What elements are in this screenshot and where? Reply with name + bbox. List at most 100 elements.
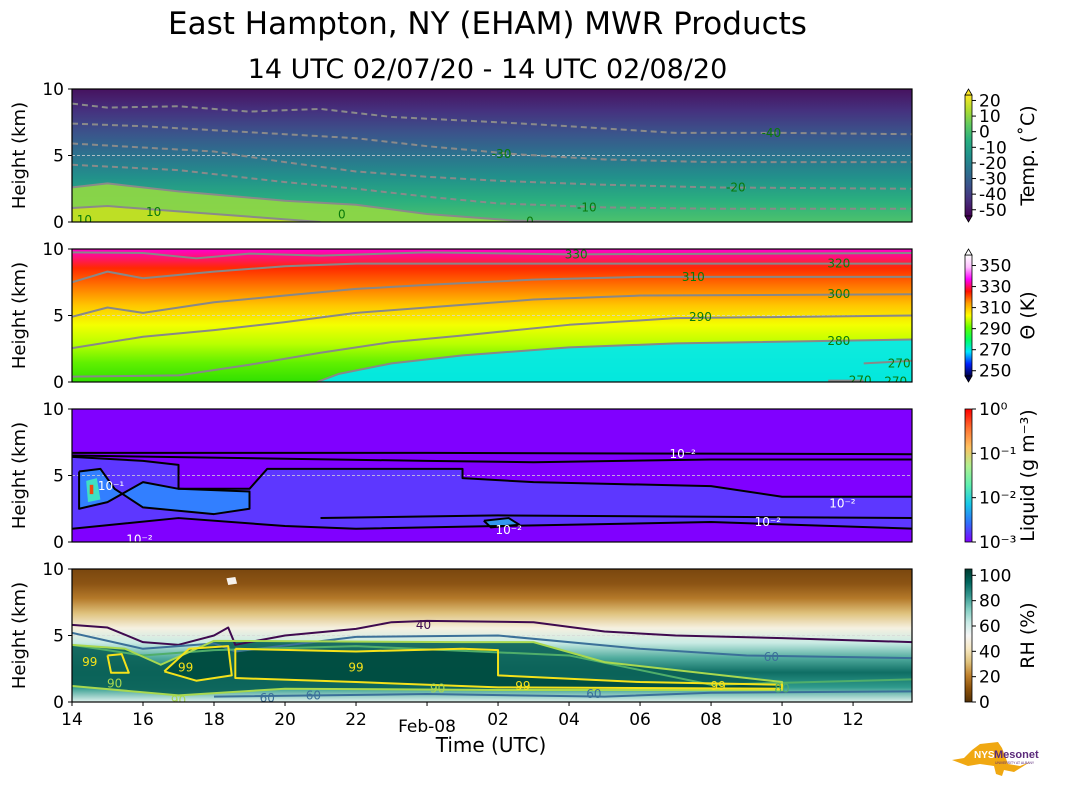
- contour-label: 99: [348, 660, 363, 674]
- contour-label: 270: [849, 374, 872, 388]
- contour-label: 10⁻²: [829, 496, 856, 510]
- filled-region-1e-2.5: [72, 456, 912, 529]
- colorbar-tick-label: 290: [979, 320, 1011, 340]
- contour-label: 10⁻²: [755, 515, 782, 529]
- contour-line-330: [72, 251, 912, 260]
- colorbar-extend-min-icon: [964, 215, 973, 223]
- colorbar-tick-label: 60: [979, 617, 1001, 637]
- contour-label: 270: [888, 356, 911, 370]
- x-tick-label: 06: [629, 710, 651, 730]
- colorbar-extend-max-icon: [964, 88, 973, 96]
- contour-line--10: [72, 163, 912, 210]
- contour-line-1e-2: [78, 467, 251, 516]
- x-tick-label: 22: [345, 710, 367, 730]
- colorbar-extend-min-icon: [964, 375, 973, 383]
- contour-label: 99: [515, 679, 530, 693]
- contour-label: -30: [492, 147, 512, 161]
- colorbar-tick-label: 20: [979, 91, 1001, 111]
- contour-label: 10⁻²: [126, 532, 153, 546]
- contour-label: 0: [338, 208, 346, 222]
- contour-line-320: [72, 262, 912, 284]
- colorbar-tick-label: 10⁰: [979, 400, 1008, 420]
- y-tick-label: 5: [53, 467, 64, 487]
- y-tick-label: 5: [53, 307, 64, 327]
- logo-mesonet: Mesonet: [994, 749, 1039, 761]
- x-tick-label: 16: [132, 710, 154, 730]
- colorbar-gradient: [964, 254, 973, 377]
- y-axis-label: Height (km): [9, 262, 30, 369]
- y-tick-label: 0: [53, 373, 64, 393]
- x-tick-label: 12: [842, 710, 864, 730]
- contour-line-1e-2: [72, 454, 912, 464]
- contour-label: 330: [565, 247, 588, 261]
- contour-label: 60: [260, 691, 275, 705]
- colorbar-tick-label: 250: [979, 362, 1011, 382]
- colorbar-label: RH (%): [1017, 602, 1039, 668]
- panel-potential-temperature: 330 320 310 300 290 280 270 270 270 0 5 10 Height (k…: [9, 240, 1039, 393]
- contour-line-1e-2: [320, 514, 912, 520]
- filled-region-1e-2: [79, 468, 250, 515]
- y-tick-label: 5: [53, 147, 64, 167]
- contour-label: 10⁻¹: [98, 479, 125, 493]
- colorbar-gradient: [964, 94, 973, 217]
- y-axis-label: Height (km): [9, 102, 30, 209]
- contour-line-80: [72, 643, 912, 686]
- colorbar-gradient: [964, 408, 973, 543]
- contour-label: 99: [711, 679, 726, 693]
- colorbar-tick-label: -40: [979, 185, 1007, 205]
- colorbar-tick-label: -50: [979, 201, 1007, 221]
- contour-label: 10⁻²: [669, 447, 696, 461]
- panel-relative-humidity: 40 60 60 60 60 80 90 90 90 99 99 99 99 99 0 5 10 Height (…: [9, 560, 1039, 713]
- contour-label: 90: [430, 682, 445, 696]
- y-axis-label: Height (km): [9, 422, 30, 529]
- x-tick-label: 04: [558, 710, 580, 730]
- colorbar-tick-label: -20: [979, 154, 1007, 174]
- colorbar-tick-label: -30: [979, 170, 1007, 190]
- x-axis: 14 16 18 20 22 Feb-08 02 04 06 08 10 12 Time (UTC): [61, 702, 864, 757]
- colorbar-label: Θ (K): [1017, 291, 1039, 339]
- x-tick-label: 08: [700, 710, 722, 730]
- plot-area: 10⁻² 10⁻¹ 10⁻² 10⁻² 10⁻² 10⁻²: [72, 409, 912, 546]
- plot-area: 330 320 310 300 290 280 270 270 270: [72, 247, 912, 388]
- contour-line--30: [72, 122, 912, 164]
- colorbar-tick-label: 10⁻¹: [979, 444, 1016, 464]
- contour-label: -40: [762, 126, 782, 140]
- contour-line-1e-2: [483, 517, 521, 529]
- colorbar-tick-label: 40: [979, 642, 1001, 662]
- x-tick-label: 18: [203, 710, 225, 730]
- y-tick-label: 10: [42, 400, 64, 420]
- contour-line-270: [863, 359, 912, 365]
- x-tick-label: 20: [274, 710, 296, 730]
- colorbar-tick-label: 80: [979, 592, 1001, 612]
- contour-line-310: [72, 275, 912, 318]
- nys-mesonet-logo: NYS Mesonet UNIVERSITY AT ALBANY: [952, 742, 1039, 776]
- colorbar-extend-max-icon: [964, 248, 973, 256]
- colorbar-tick-label: 100: [979, 566, 1011, 586]
- contour-line-99: [234, 647, 784, 690]
- colorbar-tick-label: 10⁻²: [979, 489, 1016, 509]
- plot-area: 40 60 60 60 60 80 90 90 90 99 99 99 99 99: [72, 569, 912, 708]
- contour-line-1e-2: [72, 451, 912, 456]
- contour-label: 60: [586, 687, 601, 701]
- colorbar-gradient: [964, 568, 973, 703]
- contour-line-280: [316, 338, 912, 382]
- contour-line--40: [72, 102, 912, 136]
- contour-line-99: [163, 645, 233, 682]
- figure-subtitle: 14 UTC 02/07/20 - 14 UTC 02/08/20: [247, 54, 728, 85]
- filled-region-1e0: [89, 484, 94, 495]
- contour-label: 40: [416, 618, 431, 632]
- contour-line-60: [213, 690, 912, 698]
- contour-line-300: [72, 293, 912, 350]
- contour-label: 90: [171, 694, 186, 708]
- colorbar-tick-label: 10: [979, 107, 1001, 127]
- contour-label: 290: [689, 310, 712, 324]
- contour-label: 10⁻²: [495, 523, 522, 537]
- colorbar-label: Liquid (g m⁻³): [1017, 409, 1039, 541]
- contour-line-40: [72, 619, 912, 646]
- contour-label: 280: [827, 334, 850, 348]
- filled-region-99: [235, 648, 783, 689]
- y-tick-label: 0: [53, 693, 64, 713]
- filled-region-99: [164, 646, 232, 681]
- colorbar-tick-label: -10: [979, 138, 1007, 158]
